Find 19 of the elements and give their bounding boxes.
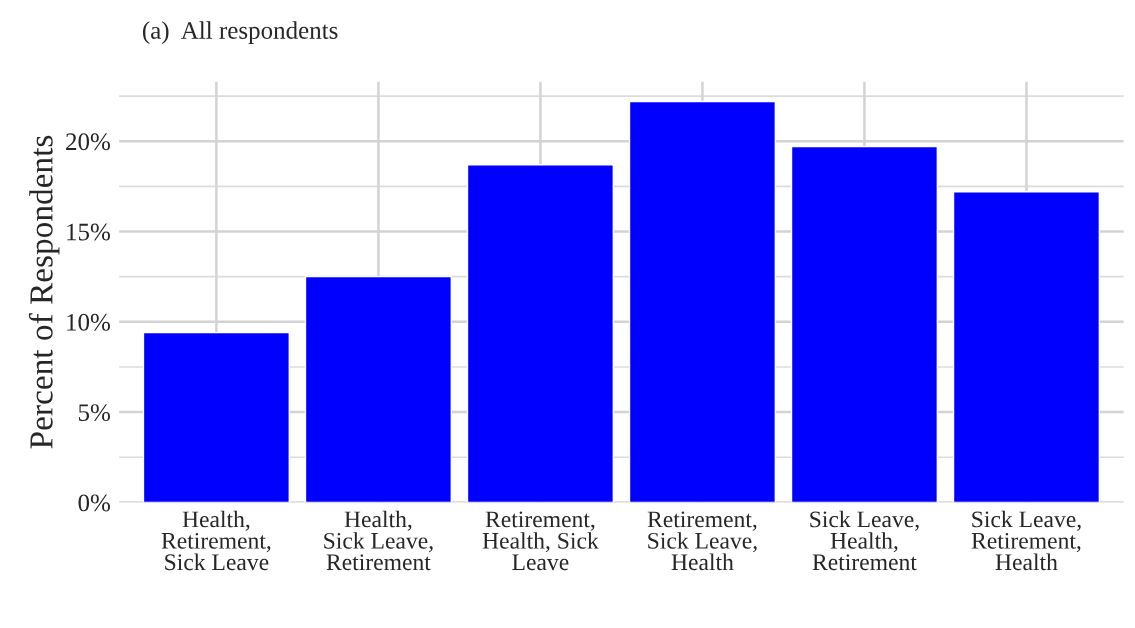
y-tick-label: 5%	[78, 404, 110, 422]
y-axis-title: Percent of Respondents	[28, 135, 60, 449]
y-tick-label: 10%	[67, 313, 110, 331]
y-tick-label: 15%	[67, 223, 110, 241]
x-tick-label: Health, Retirement, Sick Leave	[161, 510, 271, 571]
x-tick-label: Health, Sick Leave, Retirement	[324, 510, 433, 571]
y-tick-label: 20%	[66, 133, 110, 151]
bar	[952, 191, 1101, 503]
bar	[142, 331, 290, 503]
y-tick-label: 0%	[78, 494, 110, 512]
bar	[304, 275, 452, 503]
bar	[628, 100, 777, 503]
x-tick-label: Sick Leave, Retirement, Health	[971, 510, 1081, 571]
bar	[790, 145, 939, 503]
x-tick-label: Retirement, Sick Leave, Health	[647, 511, 757, 571]
bar	[466, 164, 615, 503]
chart-title: (a) All respondents	[142, 21, 338, 44]
x-tick-label: Sick Leave, Health, Retirement	[810, 510, 919, 571]
x-tick-label: Retirement, Health, Sick Leave	[482, 511, 599, 571]
